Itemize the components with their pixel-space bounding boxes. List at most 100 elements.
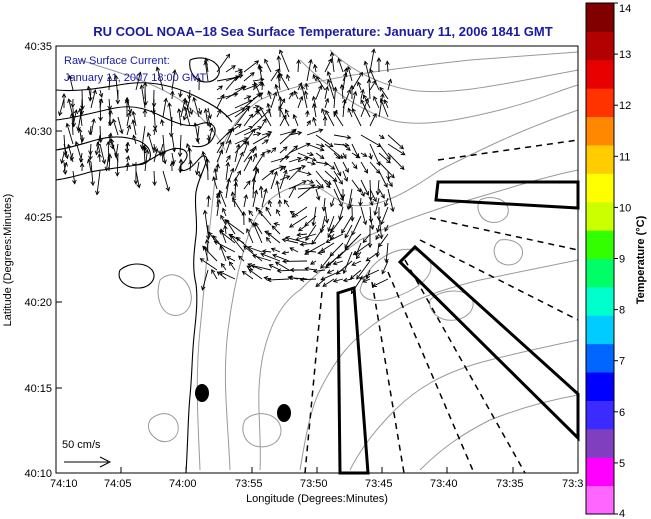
current-vector — [261, 170, 274, 181]
current-vector — [268, 200, 272, 208]
current-vector-head — [388, 182, 393, 188]
current-vector — [193, 97, 200, 118]
current-vector-head — [278, 72, 283, 78]
current-vector — [90, 89, 96, 109]
current-vector — [306, 120, 311, 127]
current-vector — [89, 152, 92, 160]
current-vector-head — [353, 164, 358, 170]
current-vector — [384, 99, 389, 109]
current-vector-head — [195, 170, 200, 176]
current-vector-head — [219, 141, 224, 147]
current-vector — [243, 93, 261, 109]
current-vector-head — [386, 175, 391, 181]
transect-line — [304, 291, 323, 474]
current-vector — [216, 164, 219, 172]
current-vector — [288, 157, 302, 163]
current-vector-head — [124, 98, 130, 104]
current-vector-head — [253, 81, 258, 87]
current-vector-head — [344, 168, 349, 173]
current-vector — [366, 251, 380, 262]
current-vector — [282, 238, 299, 244]
current-vector — [378, 152, 391, 164]
current-vector — [271, 225, 281, 235]
current-vector — [216, 194, 219, 208]
colorbar-tick-label: 10 — [619, 202, 631, 214]
current-vector-head — [217, 108, 222, 114]
current-vector-head — [226, 177, 231, 183]
current-vector — [343, 251, 353, 274]
current-vector-head — [177, 152, 183, 158]
current-vector — [315, 143, 325, 147]
current-vector-head — [273, 170, 278, 176]
current-vector — [315, 188, 320, 200]
current-vector — [184, 106, 191, 127]
station-marker — [195, 384, 209, 402]
current-vector — [243, 180, 251, 190]
colorbar-segment — [586, 372, 614, 401]
current-vector-head — [90, 181, 96, 187]
current-vector — [369, 197, 373, 206]
current-vector-head — [281, 165, 287, 171]
current-vector-head — [352, 250, 358, 256]
current-vector-head — [369, 68, 374, 74]
x-tick-label: 73:50 — [300, 478, 328, 490]
current-vector-head — [119, 129, 124, 135]
colorbar-tick-label: 9 — [619, 254, 625, 266]
current-vector-head — [291, 213, 297, 218]
current-vector — [288, 143, 310, 154]
current-vector-head — [165, 186, 171, 192]
current-vector — [306, 143, 324, 151]
current-vector-head — [258, 185, 264, 191]
frame-ticks — [55, 45, 514, 473]
current-vector-head — [326, 78, 332, 84]
current-vector-head — [273, 222, 279, 227]
current-vector-head — [316, 76, 321, 81]
current-vector — [216, 53, 230, 73]
current-vector — [252, 133, 271, 145]
current-vector — [288, 132, 302, 136]
current-vector-head — [228, 261, 234, 267]
current-vector — [333, 143, 349, 146]
current-vector — [297, 60, 300, 73]
current-vector-head — [223, 224, 228, 230]
current-vector-head — [247, 155, 253, 161]
current-vector-head — [188, 110, 194, 115]
current-vector — [359, 269, 380, 280]
current-vector-head — [178, 92, 183, 98]
current-vector-head — [233, 181, 238, 187]
current-vector-head — [292, 128, 297, 134]
current-vector — [288, 92, 294, 100]
current-vector — [295, 233, 317, 241]
current-vector-head — [115, 171, 120, 177]
current-vector-head — [326, 180, 332, 185]
current-vector — [378, 188, 385, 199]
colorbar-tick-label: 13 — [619, 49, 631, 61]
current-vector-head — [266, 108, 271, 114]
current-vector-head — [213, 167, 218, 173]
current-vector — [224, 219, 245, 235]
current-vector — [312, 74, 317, 82]
current-vector — [351, 143, 359, 158]
current-vector — [284, 199, 290, 208]
current-vector — [360, 206, 367, 225]
current-vector — [132, 120, 137, 136]
current-vector-head — [305, 236, 310, 241]
current-vector — [262, 250, 272, 253]
current-vector — [315, 152, 325, 159]
coastline-path — [55, 136, 151, 166]
current-vector-head — [108, 132, 113, 138]
current-vector-head — [266, 133, 272, 138]
current-vector-head — [98, 116, 103, 122]
current-vector-head — [233, 176, 238, 182]
current-vector — [90, 118, 95, 136]
current-vector — [288, 167, 301, 181]
current-vector — [252, 132, 261, 136]
current-vector-head — [311, 102, 317, 108]
current-vector-head — [283, 169, 288, 175]
current-vector-head — [321, 108, 326, 113]
current-vector — [377, 179, 380, 195]
current-vector — [369, 188, 377, 202]
current-vector-head — [258, 209, 263, 215]
current-vector — [219, 190, 227, 208]
current-vector-head — [320, 143, 325, 148]
